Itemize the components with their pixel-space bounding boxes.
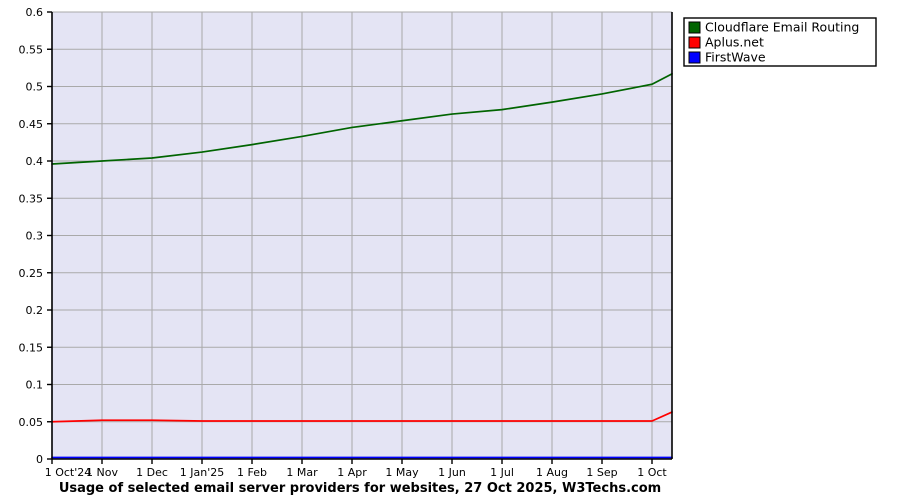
x-tick-label: 1 Sep [586, 466, 617, 479]
y-tick-label: 0.5 [26, 81, 44, 94]
chart-title: Usage of selected email server providers… [59, 481, 661, 496]
legend-swatch [688, 36, 701, 49]
y-tick-label: 0.15 [19, 341, 44, 354]
legend-swatch [688, 21, 701, 34]
y-tick-label: 0 [36, 453, 43, 466]
y-tick-label: 0.25 [19, 267, 44, 280]
x-tick-label: 1 Apr [337, 466, 367, 479]
x-tick-label: 1 Feb [237, 466, 267, 479]
x-tick-label: 1 Mar [286, 466, 318, 479]
x-tick-label: 1 Oct'24 [45, 466, 92, 479]
chart-legend: Cloudflare Email RoutingAplus.netFirstWa… [683, 17, 877, 67]
y-axis-ticks: 0 0.05 0.1 0.15 0.2 0.25 0.3 0.35 0.4 0.45 0.5 0.55… [19, 6, 52, 466]
y-tick-label: 0.35 [19, 192, 44, 205]
legend-swatch [688, 51, 701, 64]
y-tick-label: 0.3 [26, 230, 44, 243]
x-tick-label: 1 Aug [536, 466, 568, 479]
data-series-group [51, 72, 673, 459]
x-tick-label: 1 Oct [637, 466, 667, 479]
y-tick-label: 0.1 [26, 379, 44, 392]
x-tick-label: 1 Jun [438, 466, 466, 479]
x-tick-label: 1 Jan'25 [180, 466, 224, 479]
x-tick-label: 1 May [385, 466, 419, 479]
y-tick-label: 0.2 [26, 304, 44, 317]
legend-label: FirstWave [705, 50, 766, 65]
x-tick-label: 1 Nov [86, 466, 118, 479]
legend-box [683, 17, 877, 67]
x-axis-ticks: 1 Oct'241 Nov 1 Dec 1 Jan'25 1 Feb 1 Mar 1 Ap… [45, 459, 667, 479]
y-tick-label: 0.45 [19, 118, 44, 131]
series-line [51, 72, 673, 165]
y-tick-label: 0.05 [19, 416, 44, 429]
legend-label: Aplus.net [705, 35, 764, 50]
y-tick-label: 0.4 [26, 155, 44, 168]
y-tick-label: 0.55 [19, 43, 44, 56]
x-tick-label: 1 Dec [136, 466, 168, 479]
legend-label: Cloudflare Email Routing [705, 20, 859, 35]
y-tick-label: 0.6 [26, 6, 44, 19]
x-gridlines [101, 12, 653, 459]
y-gridlines [52, 11, 672, 423]
x-tick-label: 1 Jul [490, 466, 514, 479]
series-line [51, 411, 673, 423]
